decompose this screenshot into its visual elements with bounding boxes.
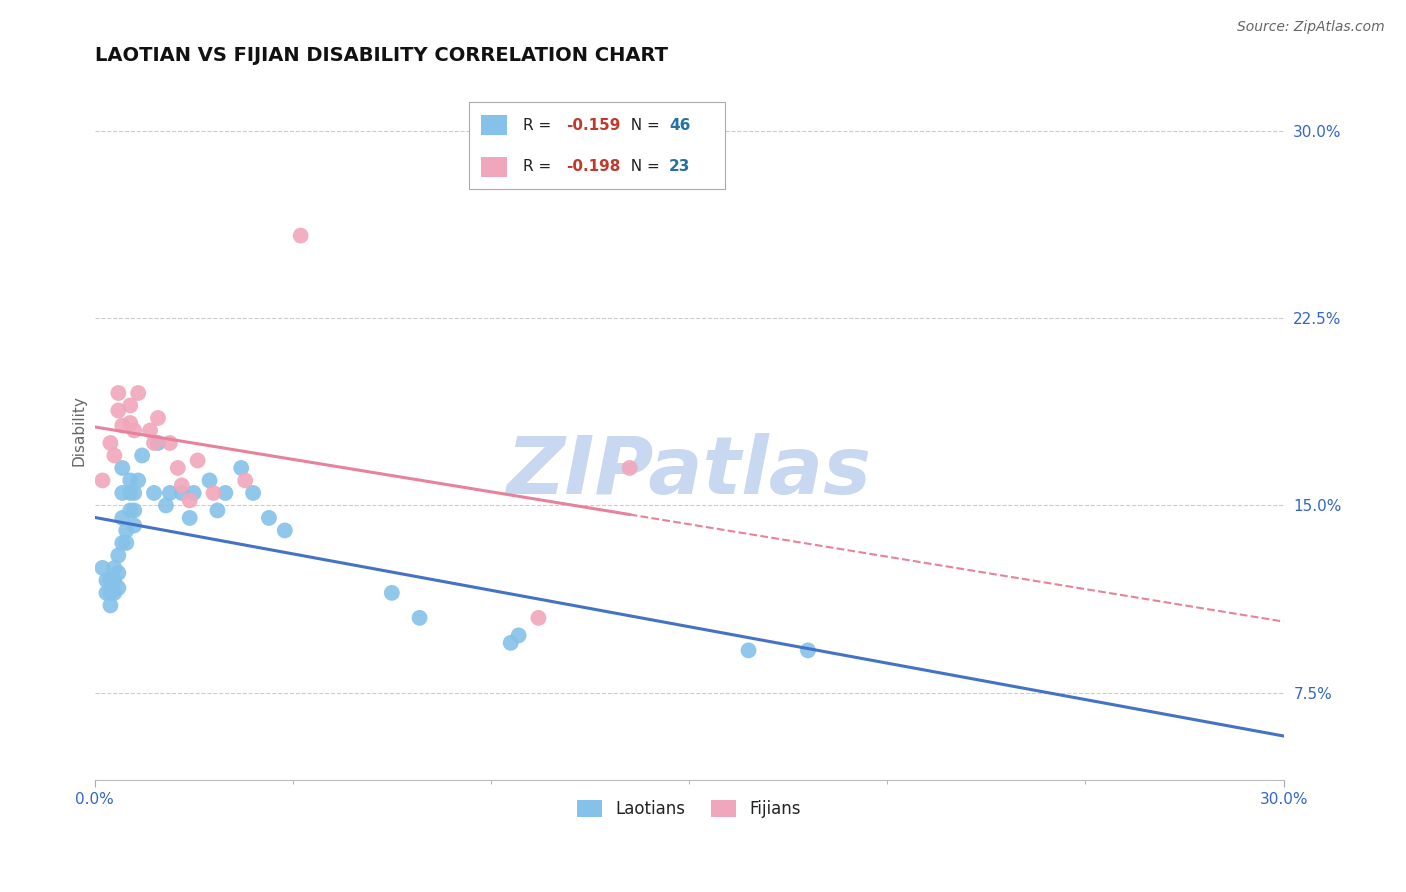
Text: -0.159: -0.159 — [567, 118, 621, 133]
Point — [214, 486, 236, 500]
Point — [96, 586, 118, 600]
Point — [115, 524, 138, 538]
Point — [120, 503, 142, 517]
Point — [143, 486, 166, 500]
Point — [100, 436, 122, 450]
Point — [159, 436, 181, 450]
Point — [198, 474, 221, 488]
Point — [100, 586, 122, 600]
Point — [527, 611, 550, 625]
Point — [120, 474, 142, 488]
Point — [207, 503, 229, 517]
Point — [103, 449, 125, 463]
Point — [100, 574, 122, 588]
Point — [737, 643, 759, 657]
Point — [115, 536, 138, 550]
Point — [290, 228, 312, 243]
Point — [183, 486, 205, 500]
Point — [127, 474, 149, 488]
Point — [111, 486, 134, 500]
Point — [139, 424, 162, 438]
Point — [91, 561, 114, 575]
Point — [233, 474, 256, 488]
Point — [127, 386, 149, 401]
Point — [107, 566, 129, 580]
Point — [103, 574, 125, 588]
Point — [122, 424, 145, 438]
Point — [274, 524, 297, 538]
Point — [146, 411, 169, 425]
Point — [107, 581, 129, 595]
Point — [159, 486, 181, 500]
Point — [187, 453, 209, 467]
Point — [91, 474, 114, 488]
Text: R =: R = — [523, 118, 555, 133]
Point — [103, 561, 125, 575]
Point — [122, 486, 145, 500]
Text: N =: N = — [621, 118, 665, 133]
Point — [257, 511, 280, 525]
Point — [111, 461, 134, 475]
Point — [202, 486, 225, 500]
Point — [111, 511, 134, 525]
Point — [170, 478, 193, 492]
Text: 46: 46 — [669, 118, 690, 133]
Point — [381, 586, 404, 600]
Point — [242, 486, 264, 500]
Point — [179, 511, 201, 525]
Bar — [481, 115, 508, 136]
Point — [179, 493, 201, 508]
Text: Source: ZipAtlas.com: Source: ZipAtlas.com — [1237, 20, 1385, 34]
Point — [122, 503, 145, 517]
Text: N =: N = — [621, 159, 665, 174]
Point — [111, 536, 134, 550]
Point — [143, 436, 166, 450]
Legend: Laotians, Fijians: Laotians, Fijians — [571, 793, 807, 824]
Point — [797, 643, 820, 657]
Point — [107, 386, 129, 401]
Point — [122, 518, 145, 533]
Point — [146, 436, 169, 450]
Point — [619, 461, 641, 475]
Point — [120, 399, 142, 413]
Point — [170, 486, 193, 500]
Text: R =: R = — [523, 159, 555, 174]
Point — [155, 499, 177, 513]
Point — [107, 549, 129, 563]
Point — [107, 403, 129, 417]
Point — [103, 586, 125, 600]
Bar — [481, 156, 508, 177]
Point — [166, 461, 188, 475]
Point — [100, 599, 122, 613]
Point — [96, 574, 118, 588]
Point — [120, 416, 142, 430]
Point — [499, 636, 522, 650]
Point — [408, 611, 430, 625]
Point — [120, 486, 142, 500]
Point — [111, 418, 134, 433]
Point — [131, 449, 153, 463]
Point — [231, 461, 253, 475]
Text: ZIPatlas: ZIPatlas — [506, 434, 872, 511]
Text: 23: 23 — [669, 159, 690, 174]
Y-axis label: Disability: Disability — [72, 395, 86, 466]
FancyBboxPatch shape — [470, 102, 724, 189]
Text: LAOTIAN VS FIJIAN DISABILITY CORRELATION CHART: LAOTIAN VS FIJIAN DISABILITY CORRELATION… — [94, 46, 668, 65]
Point — [508, 628, 530, 642]
Text: -0.198: -0.198 — [567, 159, 621, 174]
